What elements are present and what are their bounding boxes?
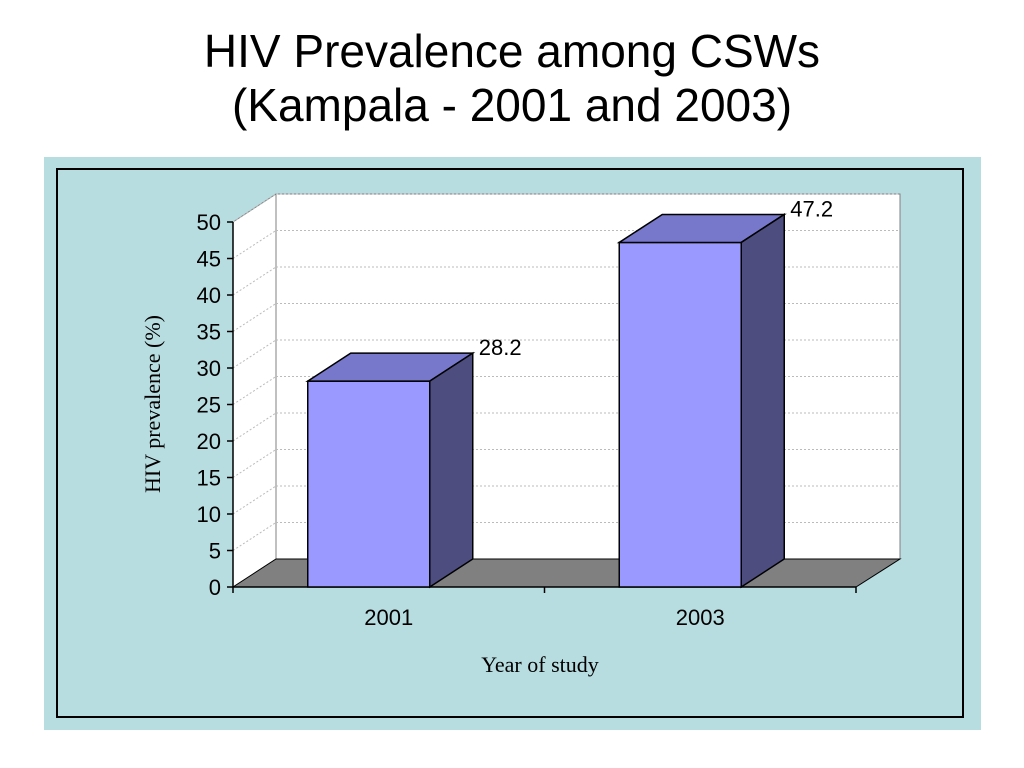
chart-title-line-1: HIV Prevalence among CSWs — [203, 25, 821, 77]
y-tick-label: 10 — [197, 502, 221, 527]
chart-border-box — [56, 168, 964, 718]
bar-2003 — [616, 213, 787, 589]
bar-front — [618, 241, 742, 588]
y-tick-label: 50 — [197, 210, 221, 235]
bar-data-label: 28.2 — [479, 335, 522, 360]
y-gridline-side — [232, 193, 277, 223]
y-axis-title: HIV prevalence (%) — [140, 315, 165, 493]
x-axis-title: Year of study — [481, 652, 599, 677]
bar-data-label: 47.2 — [790, 196, 833, 221]
y-tick-label: 30 — [197, 356, 221, 381]
bar-front — [307, 380, 431, 588]
y-tick-label: 25 — [197, 393, 221, 418]
y-gridline-side — [232, 522, 277, 551]
y-gridline-side — [232, 230, 277, 259]
x-tick-label: 2003 — [676, 605, 725, 630]
y-gridline-side — [232, 266, 277, 296]
bar-side — [740, 213, 785, 589]
y-tick-label: 0 — [209, 575, 221, 600]
y-tick-label: 5 — [209, 539, 221, 564]
y-tick-label: 45 — [197, 247, 221, 272]
chart-title-line-2: (Kampala - 2001 and 2003) — [231, 79, 793, 131]
x-tick-label: 2001 — [364, 605, 413, 630]
y-gridline-side — [232, 449, 277, 478]
bar-side — [429, 351, 474, 589]
y-gridline-side — [232, 303, 277, 332]
y-gridline-side — [232, 376, 277, 405]
y-tick-label: 20 — [197, 429, 221, 454]
y-gridline-side — [232, 485, 277, 515]
chart-title: HIV Prevalence among CSWs (Kampala - 200… — [0, 24, 1024, 132]
bar-2001 — [305, 351, 476, 589]
y-tick-label: 40 — [197, 283, 221, 308]
y-gridline-side — [232, 412, 277, 442]
y-gridline-side — [232, 339, 277, 369]
y-tick-label: 15 — [197, 466, 221, 491]
y-tick-label: 35 — [197, 320, 221, 345]
